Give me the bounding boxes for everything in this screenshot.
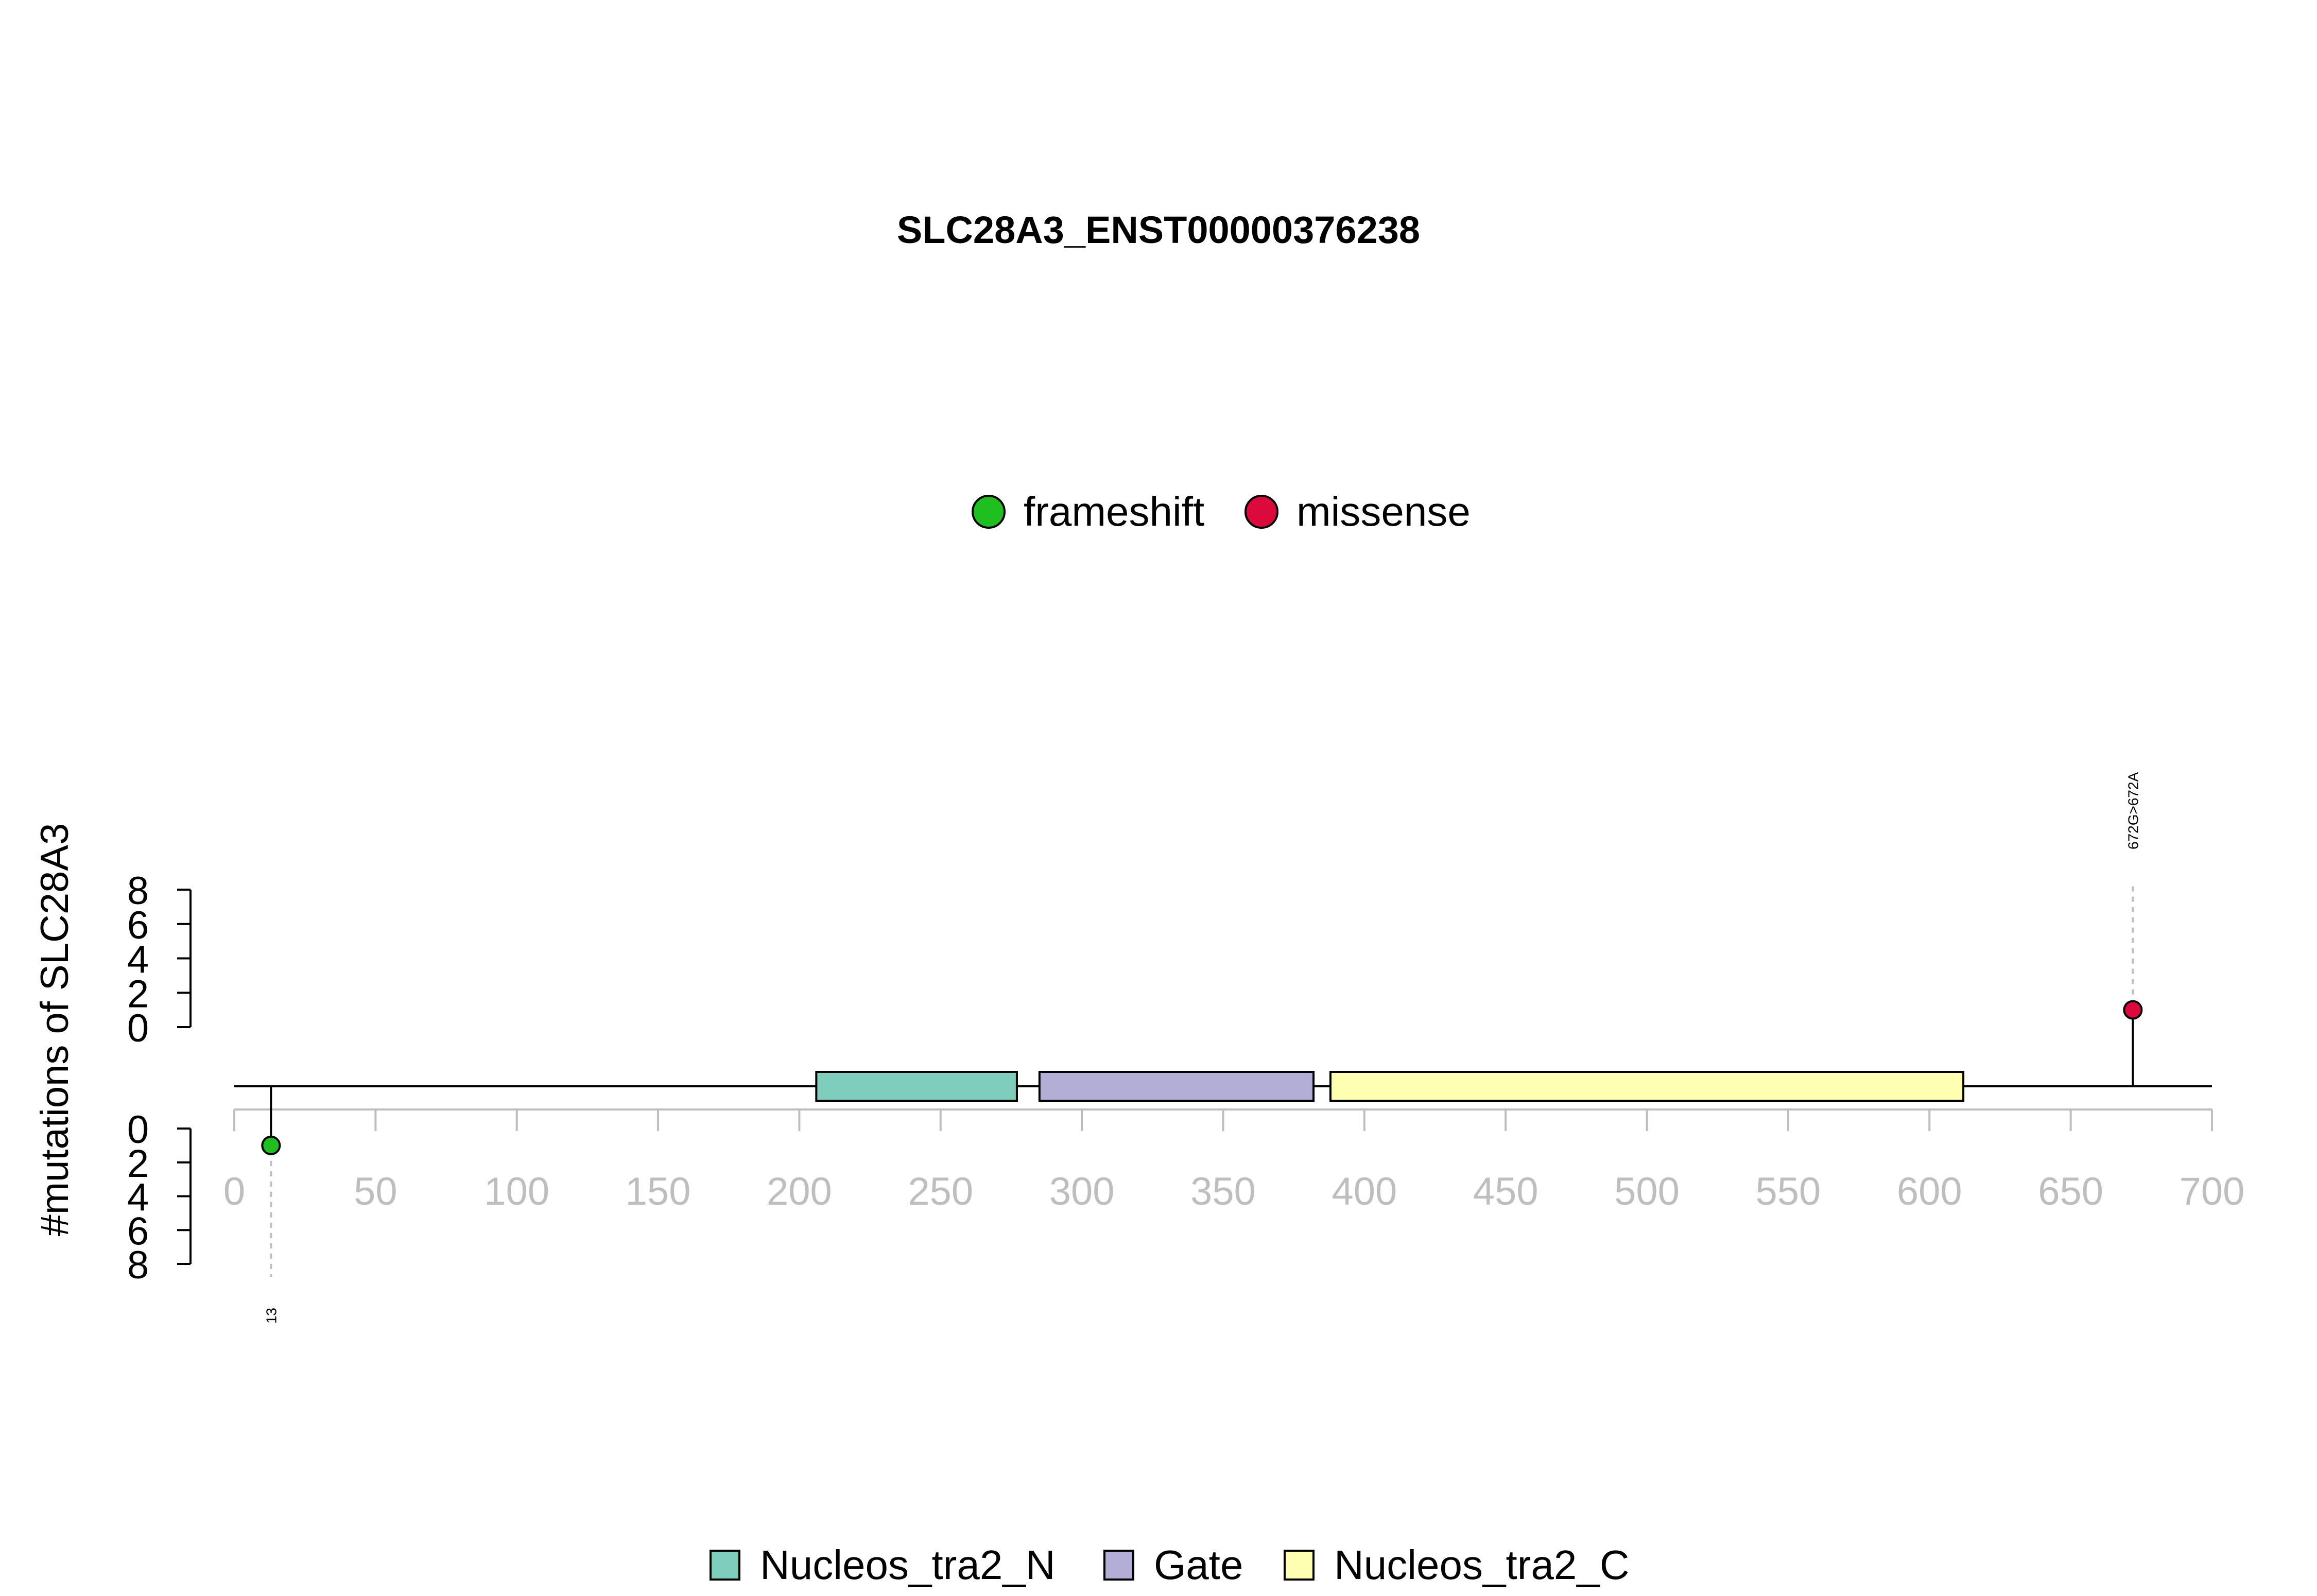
legend-swatch-Gate: [1103, 1550, 1134, 1581]
x-tick-label: 250: [908, 1170, 973, 1213]
x-tick-label: 100: [484, 1170, 549, 1213]
x-tick-label: 700: [2180, 1170, 2245, 1213]
y-tick-label-bottom: 4: [127, 1176, 149, 1220]
domain-Gate: [1038, 1071, 1315, 1102]
y-tick-label-top: 2: [127, 972, 149, 1016]
x-tick-label: 300: [1049, 1170, 1115, 1213]
y-tick-label-bottom: 2: [127, 1142, 149, 1186]
legend-swatch-Nucleos_tra2_N: [710, 1550, 740, 1581]
x-tick-label: 150: [626, 1170, 691, 1213]
legend-label-missense: missense: [1296, 489, 1471, 534]
legend-label-frameshift: frameshift: [1024, 489, 1204, 534]
domain-Nucleos_tra2_C: [1329, 1071, 1965, 1102]
mutation-legend: frameshift missense: [972, 489, 1471, 534]
legend-label-Nucleos_tra2_C: Nucleos_tra2_C: [1334, 1542, 1630, 1588]
x-tick-label: 350: [1190, 1170, 1256, 1213]
legend-marker-missense: [1244, 495, 1278, 529]
x-tick-label: 600: [1897, 1170, 1962, 1213]
y-tick-label-bottom: 6: [127, 1209, 149, 1253]
domain-legend: Nucleos_tra2_N Gate Nucleos_tra2_C: [710, 1542, 1630, 1588]
y-axis-label: #mutations of SLC28A3: [33, 823, 77, 1237]
mutation-label: 672G>672A: [2125, 772, 2141, 849]
y-tick-label-bottom: 0: [127, 1108, 149, 1152]
x-tick-label: 200: [767, 1170, 832, 1213]
x-tick-label: 0: [223, 1170, 245, 1213]
mutation-lollipops: 672G>672A 13: [261, 772, 2143, 1324]
mutation-label: 13: [263, 1308, 279, 1324]
mutation-point: [261, 1135, 281, 1155]
x-tick-label: 50: [354, 1170, 397, 1213]
chart-title: SLC28A3_ENST00000376238: [897, 209, 1420, 251]
x-tick-label: 400: [1332, 1170, 1397, 1213]
x-tick-label: 550: [1756, 1170, 1821, 1213]
mutation-point: [2123, 1000, 2143, 1020]
legend-label-Nucleos_tra2_N: Nucleos_tra2_N: [760, 1542, 1056, 1588]
y-tick-label-top: 0: [127, 1007, 149, 1050]
x-tick-label: 500: [1614, 1170, 1680, 1213]
domain-Nucleos_tra2_N: [815, 1071, 1018, 1102]
x-axis: 0 50 100 150 200 250 300 350 400 450 500 550 600 650 7…: [223, 1108, 2245, 1213]
y-tick-label-top: 4: [127, 938, 149, 982]
legend-label-Gate: Gate: [1154, 1542, 1243, 1588]
protein-track: [234, 1071, 2212, 1102]
x-tick-label: 650: [2038, 1170, 2103, 1213]
y-tick-label-top: 8: [127, 869, 149, 913]
x-tick-label: 450: [1473, 1170, 1538, 1213]
legend-swatch-Nucleos_tra2_C: [1284, 1550, 1315, 1581]
y-tick-label-bottom: 8: [127, 1243, 149, 1287]
legend-marker-frameshift: [972, 495, 1006, 529]
y-tick-label-top: 6: [127, 904, 149, 947]
